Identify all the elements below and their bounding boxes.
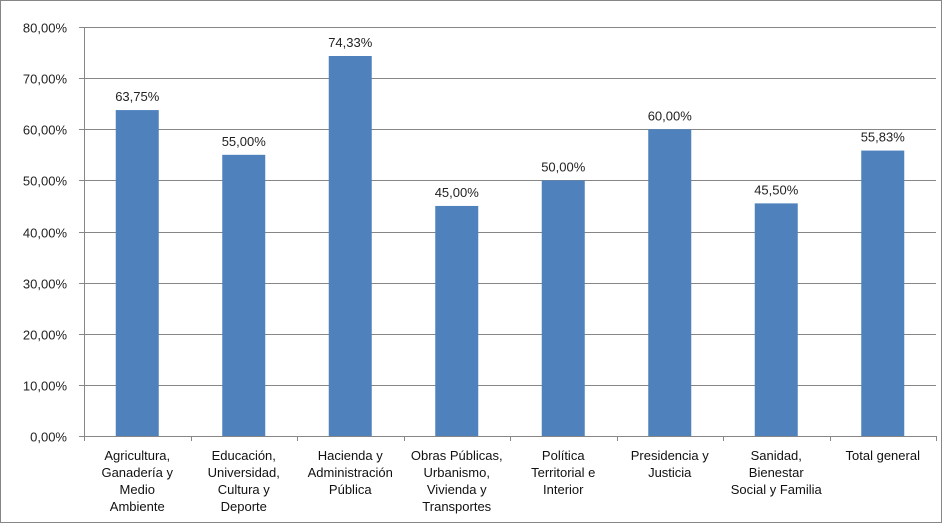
- x-category-label-line: Deporte: [221, 499, 267, 514]
- bar: [541, 180, 585, 436]
- data-label: 60,00%: [648, 108, 693, 123]
- x-category-label-line: Presidencia y: [631, 448, 710, 463]
- bar: [115, 110, 159, 436]
- y-tick-label: 10,00%: [23, 379, 68, 394]
- data-label: 45,00%: [435, 185, 480, 200]
- bar: [222, 154, 266, 436]
- x-category-label-line: Pública: [329, 482, 372, 497]
- x-category-label: Total general: [846, 448, 921, 463]
- x-category-label: Agricultura, Ganadería y Medio Ambiente: [101, 448, 173, 514]
- bar: [754, 203, 798, 436]
- y-tick-label: 50,00%: [23, 174, 68, 189]
- y-tick-label: 0,00%: [30, 430, 67, 445]
- x-category-label: Sanidad, Bienestar Social y Familia: [731, 448, 823, 497]
- x-category-label-line: Transportes: [422, 499, 491, 514]
- x-category-label-line: Total general: [846, 448, 921, 463]
- x-category-label-line: Ambiente: [110, 499, 165, 514]
- x-category-label-line: Obras Públicas,: [411, 448, 503, 463]
- x-category-label-line: Hacienda y: [318, 448, 384, 463]
- x-category-label-line: Urbanismo,: [424, 465, 490, 480]
- x-category-label-line: Interior: [543, 482, 584, 497]
- y-tick-label: 40,00%: [23, 226, 68, 241]
- y-tick-label: 30,00%: [23, 277, 68, 292]
- x-category-label-line: Cultura y: [218, 482, 271, 497]
- x-category-label: Presidencia y Justicia: [631, 448, 710, 480]
- x-category-label-line: Educación,: [212, 448, 276, 463]
- x-category-label-line: Sanidad,: [751, 448, 802, 463]
- data-label: 55,83%: [861, 130, 906, 145]
- data-label: 55,00%: [222, 134, 267, 149]
- bar: [648, 129, 692, 436]
- x-category-label: Política Territorial e Interior: [531, 448, 595, 497]
- x-category-label-line: Agricultura,: [104, 448, 170, 463]
- x-category-label: Educación, Universidad, Cultura y Deporte: [208, 448, 280, 514]
- y-tick-label: 60,00%: [23, 123, 68, 138]
- x-category-label-line: Medio: [120, 482, 155, 497]
- data-label: 45,50%: [754, 182, 799, 197]
- x-category-label-line: Social y Familia: [731, 482, 823, 497]
- bar: [328, 55, 372, 436]
- x-category-label-line: Política: [542, 448, 585, 463]
- y-tick-label: 20,00%: [23, 328, 68, 343]
- data-label: 63,75%: [115, 89, 160, 104]
- x-category-label: Hacienda y Administración Pública: [308, 448, 393, 497]
- y-tick-label: 80,00%: [23, 21, 68, 36]
- x-category-label-line: Territorial e: [531, 465, 595, 480]
- bar: [861, 150, 905, 436]
- bar: [435, 205, 479, 436]
- data-label: 74,33%: [328, 35, 373, 50]
- x-category-label-line: Bienestar: [749, 465, 805, 480]
- x-category-label-line: Justicia: [648, 465, 692, 480]
- x-category-label-line: Administración: [308, 465, 393, 480]
- x-category-label: Obras Públicas, Urbanismo, Vivienda y Trans…: [411, 448, 503, 514]
- x-category-label-line: Vivienda y: [427, 482, 487, 497]
- data-label: 50,00%: [541, 159, 586, 174]
- x-category-label-line: Universidad,: [208, 465, 280, 480]
- x-category-label-line: Ganadería y: [101, 465, 173, 480]
- y-tick-label: 70,00%: [23, 72, 68, 87]
